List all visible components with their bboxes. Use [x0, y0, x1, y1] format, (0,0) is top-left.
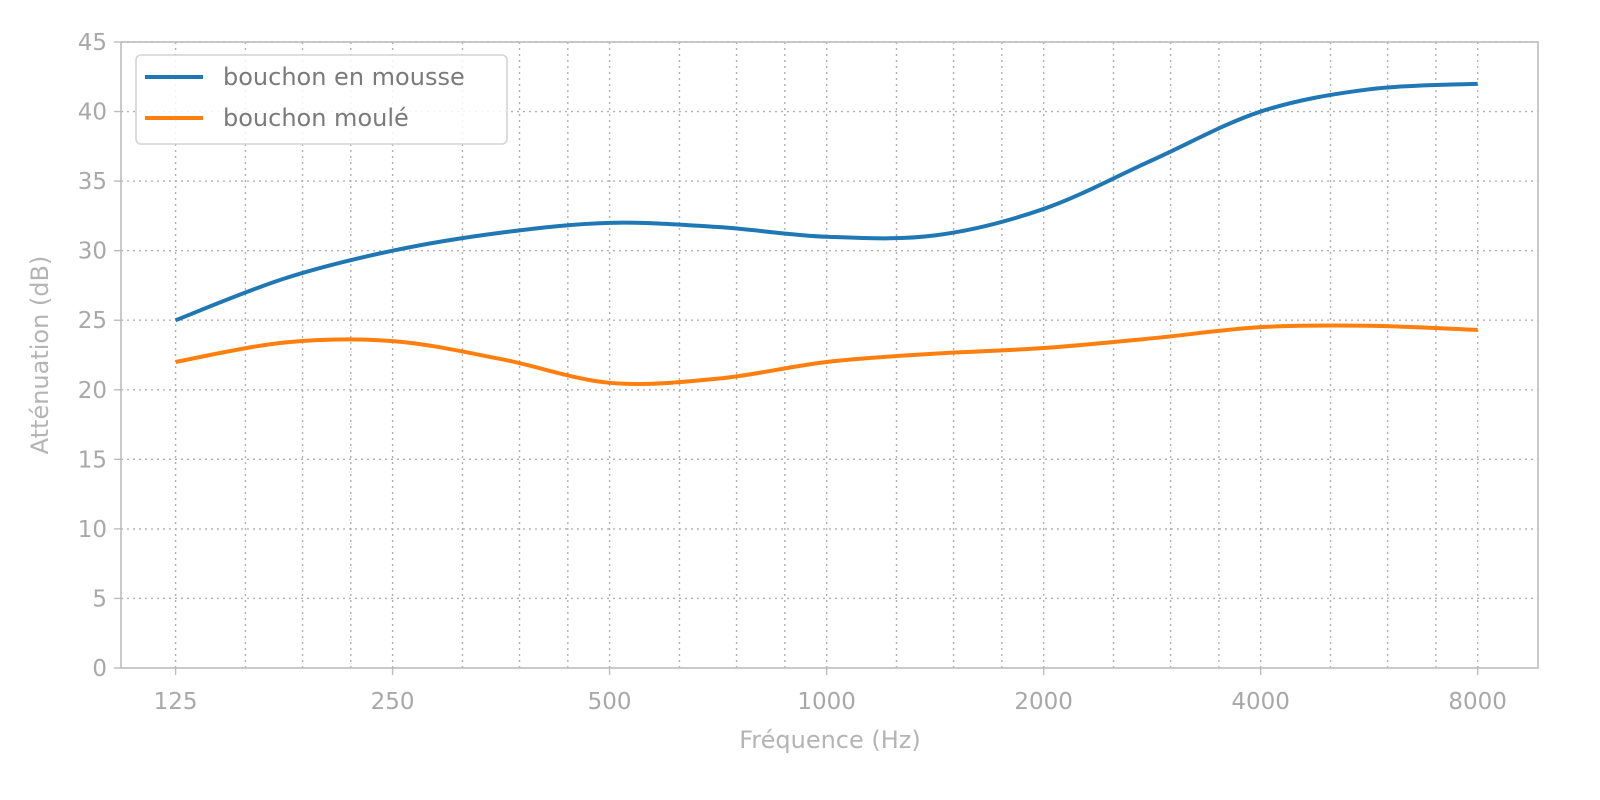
- x-tick-label: 2000: [1014, 689, 1073, 715]
- y-tick-label: 0: [92, 656, 107, 682]
- axes: 125 250 500 1000 2000 4000 8000 0 5 10 15 20 25 30 35 4…: [78, 30, 1539, 715]
- x-axis-label: Fréquence (Hz): [739, 726, 921, 754]
- x-tick-label: 125: [154, 689, 198, 715]
- y-tick-label: 10: [78, 517, 107, 543]
- x-tick-label: 500: [588, 689, 632, 715]
- series-lines: [174, 81, 1478, 387]
- y-tick-label: 20: [78, 378, 107, 404]
- y-tick-label: 30: [78, 239, 107, 265]
- series-line-1: [174, 81, 1478, 323]
- x-tick-label: 4000: [1231, 689, 1290, 715]
- y-tick-label: 5: [92, 586, 107, 612]
- y-tick-label: 25: [78, 308, 107, 334]
- legend: bouchon en mousse bouchon moulé: [135, 54, 508, 145]
- x-tick-label: 1000: [797, 689, 856, 715]
- legend-label: bouchon en mousse: [223, 63, 465, 91]
- x-tick-label: 8000: [1448, 689, 1507, 715]
- y-axis-label: Atténuation (dB): [26, 256, 54, 455]
- legend-box: [135, 54, 508, 145]
- y-tick-label: 45: [78, 30, 107, 56]
- y-tick-label: 40: [78, 100, 107, 126]
- series-line-2: [175, 323, 1478, 387]
- x-tick-label: 250: [371, 689, 415, 715]
- y-tick-label: 15: [78, 447, 107, 473]
- plot-frame: [120, 41, 1539, 669]
- legend-label: bouchon moulé: [223, 104, 409, 132]
- y-tick-label: 35: [78, 169, 107, 195]
